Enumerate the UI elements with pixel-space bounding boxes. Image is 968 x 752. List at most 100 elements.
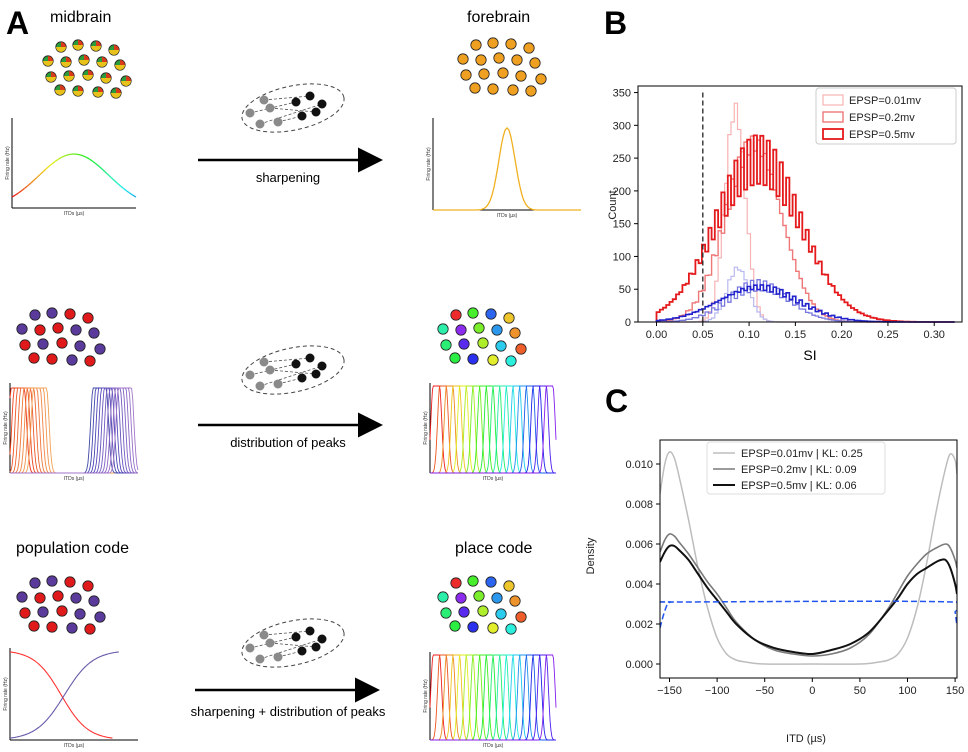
legend-label: EPSP=0.2mv | KL: 0.09: [741, 464, 857, 476]
broad-tuning-curve-segment: [17, 190, 22, 194]
network-edge: [249, 101, 297, 114]
neuron-dot: [66, 622, 78, 634]
neuron-dot-half: [91, 46, 101, 51]
network-node-input: [265, 365, 275, 375]
legend-label: EPSP=0.2mv: [849, 112, 915, 124]
neuron-dot: [475, 54, 487, 66]
neuron-dot: [74, 340, 86, 352]
mini-xlabel: ITDs (µs): [64, 211, 85, 217]
broad-tuning-curve-segment: [64, 154, 69, 157]
y-tick-label: 0.000: [625, 659, 653, 671]
neuron-dot: [52, 322, 64, 334]
network-node-input: [265, 103, 275, 113]
x-tick-label: −50: [755, 685, 774, 697]
decreasing-sigmoid: [9, 651, 113, 739]
panel-a-row-2: Firing rate (Hz) ITDs (µs) Firing rate (H…: [3, 307, 557, 482]
neuron-dot: [487, 83, 499, 95]
panel-b-ylabel: Count: [607, 190, 619, 219]
histogram-series-2: [655, 134, 955, 323]
row1-right-title: forebrain: [467, 9, 530, 26]
neuron-dot: [74, 608, 86, 620]
neuron-dot-quarter: [98, 87, 103, 92]
broad-tuning-curve-segment: [98, 165, 103, 170]
row1-right-neuron-cluster: [457, 37, 547, 97]
neuron-dot-half: [111, 93, 121, 98]
neuron-dot-quarter: [120, 60, 125, 65]
network-node-input: [255, 381, 265, 391]
neuron-dot-half: [56, 47, 66, 52]
network-node-output: [311, 642, 321, 652]
broad-tuning-curve-segment: [39, 171, 44, 176]
neuron-dot: [449, 352, 461, 364]
density-series-3: [660, 600, 957, 629]
neuron-dot: [525, 85, 537, 97]
neuron-dot: [460, 69, 472, 81]
panel-b-xlabel: SI: [803, 347, 816, 363]
neuron-dot: [535, 73, 547, 85]
network-node-output: [305, 626, 315, 636]
neuron-dot: [473, 322, 485, 334]
neuron-dot: [515, 611, 527, 623]
mini-xlabel: ITDs (µs): [483, 476, 504, 482]
network-node-input: [273, 117, 283, 127]
neuron-dot: [473, 590, 485, 602]
panel-a-row-1: midbrain forebrain Firing rate (Hz) ITDs …: [5, 9, 581, 219]
neuron-dot: [82, 312, 94, 324]
neuron-dot: [505, 623, 517, 635]
neuron-dot: [34, 592, 46, 604]
mini-ylabel: Firing rate (Hz): [423, 679, 429, 713]
neuron-dot: [16, 591, 28, 603]
neuron-dot: [70, 324, 82, 336]
row1-right-tuning-plot: Firing rate (Hz) ITDs (µs): [426, 118, 581, 219]
network-node-output: [305, 91, 315, 101]
broad-tuning-curve-segment: [58, 156, 62, 160]
broad-tuning-curve-segment: [45, 165, 50, 170]
network-node-output: [291, 359, 301, 369]
row3-right-tuning-plot: Firing rate (Hz) ITDs (µs): [423, 652, 557, 749]
neuron-dot-half: [43, 61, 53, 66]
neuron-dot: [523, 42, 535, 54]
broad-tuning-curve-segment: [76, 153, 81, 156]
neuron-dot: [511, 54, 523, 66]
network-node-output: [311, 107, 321, 117]
neuron-dot: [493, 52, 505, 64]
neuron-dot-quarter: [84, 55, 89, 60]
neuron-dot: [46, 621, 58, 633]
neuron-dot: [487, 354, 499, 366]
neuron-dot-quarter: [48, 56, 53, 61]
network-edge: [269, 107, 317, 113]
network-outline: [241, 618, 345, 668]
broad-tuning-curve-segment: [55, 158, 59, 162]
panel-c-ylabel: Density: [585, 537, 597, 574]
row1-left-tuning-plot: Firing rate (Hz) ITDs (µs): [5, 118, 137, 217]
neuron-dot: [88, 327, 100, 339]
neuron-dot: [497, 67, 509, 79]
network-node-output: [297, 373, 307, 383]
neuron-dot: [37, 606, 49, 618]
neuron-dot: [64, 576, 76, 588]
neuron-dot: [37, 338, 49, 350]
neuron-dot: [477, 337, 489, 349]
x-tick-label: 0.05: [692, 329, 713, 341]
neuron-dot: [70, 592, 82, 604]
neuron-dot-quarter: [78, 86, 83, 91]
network-edge: [263, 95, 311, 101]
legend-label: EPSP=0.5mv: [849, 129, 915, 141]
neuron-dot: [455, 592, 467, 604]
y-tick-label: 0.008: [625, 499, 653, 511]
network-node-input: [273, 652, 283, 662]
broad-tuning-curve-segment: [79, 154, 84, 157]
density-series-0: [660, 451, 957, 665]
x-tick-label: 0.00: [646, 329, 667, 341]
legend-label: EPSP=0.01mv | KL: 0.25: [741, 448, 863, 460]
neuron-dot: [509, 595, 521, 607]
neuron-dot: [491, 324, 503, 336]
y-tick-label: 300: [613, 120, 631, 132]
broad-tuning-curve-segment: [89, 158, 93, 162]
neuron-dot: [515, 70, 527, 82]
broad-tuning-curve-segment: [42, 168, 47, 173]
network-node-output: [297, 111, 307, 121]
mini-ylabel: Firing rate (Hz): [426, 147, 432, 181]
neuron-dot: [94, 611, 106, 623]
neuron-dot-half: [73, 45, 83, 50]
